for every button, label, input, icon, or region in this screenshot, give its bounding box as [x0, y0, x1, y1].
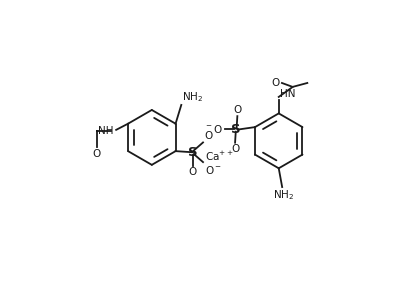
Text: O: O	[270, 78, 279, 88]
Text: O: O	[230, 144, 238, 154]
Text: NH$_2$: NH$_2$	[182, 90, 203, 104]
Text: NH: NH	[98, 126, 114, 136]
Text: S: S	[231, 123, 240, 136]
Text: O: O	[188, 167, 196, 177]
Text: NH$_2$: NH$_2$	[272, 188, 293, 202]
Text: Ca$^{++}$: Ca$^{++}$	[204, 150, 233, 163]
Text: O: O	[204, 131, 213, 140]
Text: HN: HN	[279, 89, 294, 99]
Text: O: O	[233, 105, 241, 115]
Text: $^-$O: $^-$O	[204, 123, 223, 135]
Text: O: O	[92, 149, 101, 159]
Text: O$^-$: O$^-$	[204, 164, 221, 176]
Text: S: S	[187, 146, 197, 159]
